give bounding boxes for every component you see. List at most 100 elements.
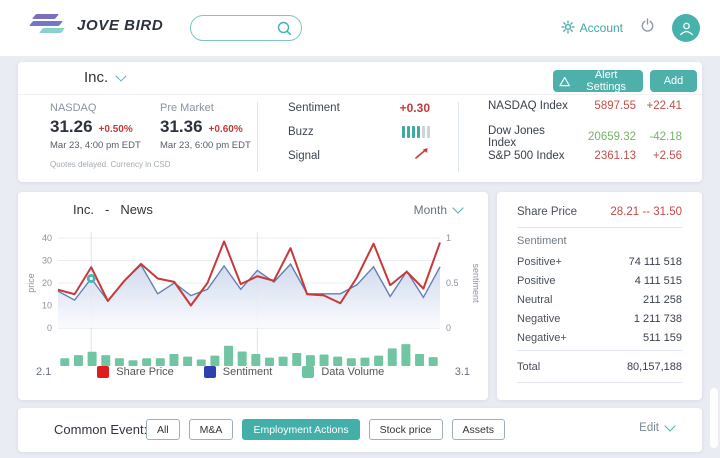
chart-legend-row: 2.1 Share Price Sentiment Data Volume 3.… (36, 366, 470, 378)
filter-button-assets[interactable]: Assets (451, 419, 506, 440)
chevron-down-icon (452, 202, 464, 214)
nasdaq-time: Mar 23, 4:00 pm EDT (50, 140, 141, 151)
news-chart[interactable]: 0 10 20 30 40 0 0.5 1 price sentiment (26, 222, 480, 370)
quotes-disclaimer: Quotes delayed. Currency in CSD (50, 160, 171, 169)
company-selector[interactable]: Inc. (84, 69, 127, 86)
svg-text:20: 20 (42, 278, 52, 288)
stock-card-header: Inc. Alert Settings Add (18, 62, 702, 95)
stat-value: 211 258 (643, 293, 682, 306)
stat-row-positive-plus: Positive+ 74 111 518 (517, 254, 682, 269)
stat-label: Neutral (517, 293, 553, 306)
filter-button-ma[interactable]: M&A (188, 419, 234, 440)
search-icon[interactable] (276, 20, 293, 42)
legend-swatch-red (97, 366, 110, 378)
legend-item-data-volume[interactable]: Data Volume (302, 366, 384, 378)
x-axis-start-label: 2.1 (36, 366, 52, 378)
period-dropdown[interactable]: Month (413, 202, 464, 217)
search-input[interactable] (203, 18, 281, 40)
divider (458, 102, 459, 172)
event-filter-buttons: All M&A Employment Actions Stock price A… (146, 419, 506, 440)
chevron-down-icon (664, 420, 676, 432)
filter-button-employment-actions[interactable]: Employment Actions (242, 419, 360, 440)
common-event-label: Common Event: (54, 422, 148, 437)
logo[interactable]: JOVE BIRD (29, 13, 164, 37)
account-label: Account (579, 21, 623, 35)
search-box[interactable] (190, 15, 302, 41)
buzz-metric: Buzz (288, 122, 430, 142)
svg-text:1: 1 (446, 233, 451, 243)
sentiment-value: +0.30 (399, 101, 430, 115)
divider (517, 227, 682, 228)
signal-metric: Signal (288, 146, 430, 166)
stat-label: Negative+ (517, 331, 567, 344)
sentiment-label: Sentiment (288, 102, 340, 114)
index-row-dowjones: Dow Jones Index 20659.32 -42.18 (488, 125, 682, 149)
index-value: 20659.32 (588, 131, 636, 143)
index-name: NASDAQ Index (488, 100, 568, 112)
index-name: S&P 500 Index (488, 150, 565, 162)
legend-label: Data Volume (321, 366, 385, 378)
edit-dropdown[interactable]: Edit (639, 420, 676, 434)
period-label: Month (413, 203, 447, 217)
nasdaq-quote: NASDAQ 31.26 +0.50% Mar 23, 4:00 pm EDT (50, 102, 141, 151)
account-area: Account (560, 0, 700, 56)
index-change: +22.41 (646, 100, 683, 112)
chart-legend: Share Price Sentiment Data Volume (97, 366, 454, 378)
buzz-meter-icon (402, 126, 430, 138)
svg-text:0: 0 (47, 323, 52, 333)
buzz-label: Buzz (288, 126, 314, 138)
index-row-nasdaq: NASDAQ Index 5897.55 +22.41 (488, 100, 682, 112)
stat-value: 511 159 (643, 331, 682, 344)
news-chart-card: Inc. - News Month 0 10 20 30 40 0 0.5 1 price sen… (18, 192, 488, 400)
legend-item-share-price[interactable]: Share Price (97, 366, 174, 378)
news-title-company: Inc. (73, 202, 94, 217)
power-icon[interactable] (640, 18, 655, 38)
legend-label: Share Price (116, 366, 174, 378)
alert-settings-button[interactable]: Alert Settings (553, 69, 643, 93)
news-title-separator: - (104, 202, 110, 217)
alert-triangle-icon (559, 76, 570, 86)
total-value: 80,157,188 (626, 361, 682, 373)
index-name: Dow Jones Index (488, 125, 545, 149)
sentiment-section-label: Sentiment (517, 235, 567, 247)
filter-button-stock-price[interactable]: Stock price (368, 419, 443, 440)
legend-item-sentiment[interactable]: Sentiment (203, 366, 273, 378)
total-row: Total 80,157,188 (517, 358, 682, 376)
divider (257, 102, 258, 172)
add-button[interactable]: Add (650, 70, 697, 92)
filter-button-all[interactable]: All (146, 419, 180, 440)
share-price-range: 28.21 -- 31.50 (610, 206, 682, 218)
nasdaq-change: +0.50% (98, 124, 133, 135)
account-menu[interactable]: Account (560, 19, 623, 37)
signal-label: Signal (288, 150, 320, 162)
logo-text: JOVE BIRD (77, 16, 164, 34)
company-name: Inc. (84, 69, 109, 86)
premarket-label: Pre Market (160, 102, 214, 114)
avatar[interactable] (672, 14, 700, 42)
common-event-bar: Common Event: All M&A Employment Actions… (18, 408, 702, 452)
news-card-title: Inc. - News (73, 202, 153, 217)
share-price-label: Share Price (517, 206, 578, 218)
divider (517, 350, 682, 351)
stat-value: 74 111 518 (628, 255, 682, 268)
alert-settings-label: Alert Settings (586, 69, 627, 93)
stat-label: Positive (517, 274, 556, 287)
svg-text:0.5: 0.5 (446, 278, 459, 288)
premarket-price: 31.36 (160, 117, 203, 136)
svg-text:40: 40 (42, 233, 52, 243)
sentiment-stats-card: Share Price 28.21 -- 31.50 Sentiment Pos… (497, 192, 702, 400)
index-row-sp500: S&P 500 Index 2361.13 +2.56 (488, 150, 682, 162)
svg-text:30: 30 (42, 256, 52, 266)
premarket-time: Mar 23, 6:00 pm EDT (160, 140, 251, 151)
premarket-quote: Pre Market 31.36 +0.60% Mar 23, 6:00 pm … (160, 102, 251, 151)
index-change: -42.18 (649, 131, 682, 143)
stat-row-neutral: Neutral 211 258 (517, 292, 682, 307)
stat-label: Positive+ (517, 255, 562, 268)
gear-icon (560, 19, 575, 37)
legend-swatch-green (302, 366, 315, 378)
scrollbar-thumb[interactable] (710, 388, 718, 448)
svg-text:sentiment: sentiment (471, 263, 480, 303)
nasdaq-price: 31.26 (50, 117, 93, 136)
legend-label: Sentiment (222, 366, 273, 378)
